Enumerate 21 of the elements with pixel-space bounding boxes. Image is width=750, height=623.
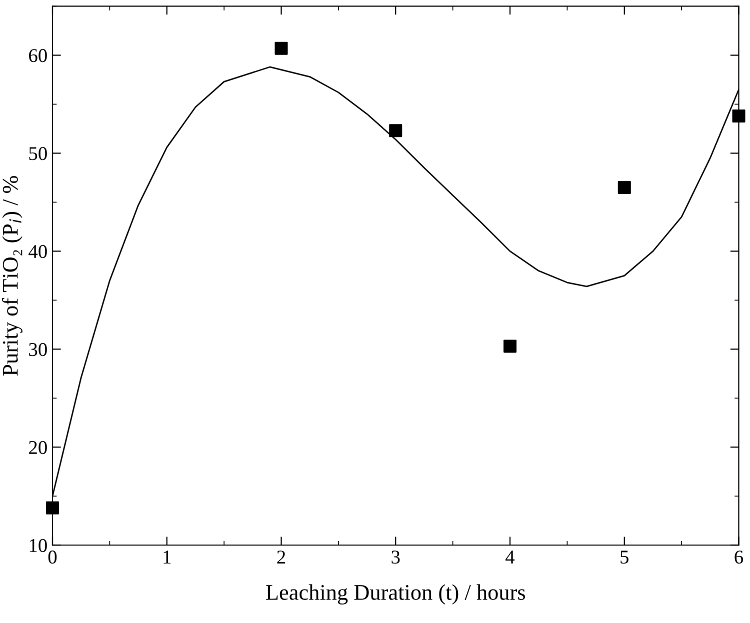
- x-tick-label: 1: [164, 550, 171, 564]
- point: [46, 501, 60, 514]
- y-tick-label: 10: [30, 538, 47, 552]
- point: [618, 180, 631, 194]
- point: [503, 340, 517, 353]
- x-axis-title: Leaching Duration (t) / hours: [266, 584, 526, 604]
- x-tick-label: 6: [734, 550, 744, 564]
- x-tick-label: 5: [620, 550, 628, 564]
- x-tick-label: 0: [48, 550, 57, 564]
- y-tick-label: 30: [29, 342, 47, 356]
- point: [732, 109, 746, 122]
- x-tick-label: 2: [277, 550, 286, 564]
- y-tick-label: 40: [28, 245, 47, 258]
- x-tick-label: 3: [392, 550, 400, 564]
- y-axis-title: Purity of TiO₂ (P$_{i}$) / %: [2, 176, 22, 376]
- y-tick-label: 50: [29, 147, 47, 160]
- point: [389, 124, 402, 138]
- y-tick-label: 60: [29, 49, 47, 62]
- x-tick-label: 4: [506, 550, 515, 564]
- point: [274, 42, 288, 55]
- y-tick-label: 20: [29, 440, 47, 454]
